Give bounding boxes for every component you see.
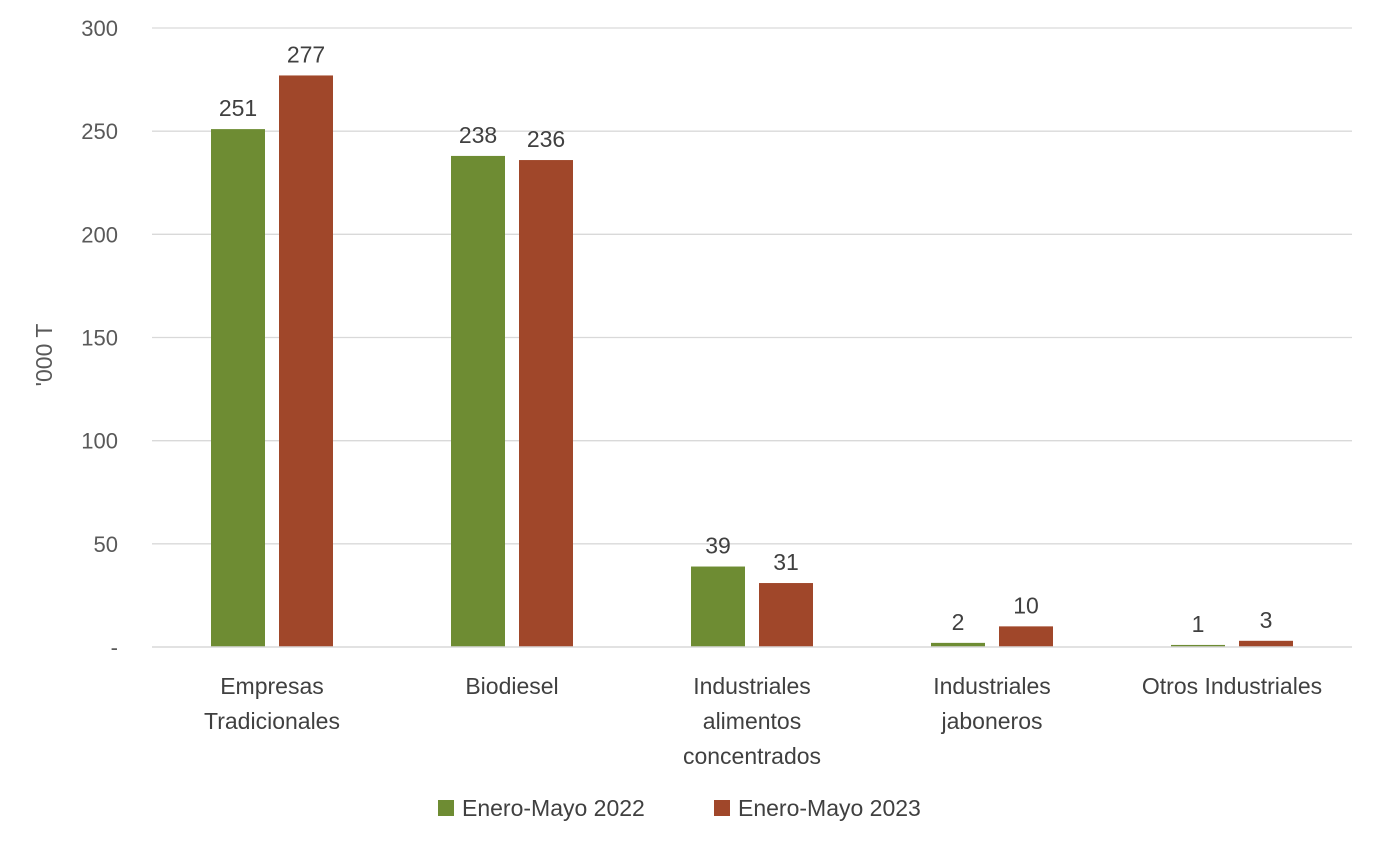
category-label-line: jaboneros — [940, 708, 1042, 734]
bar — [759, 583, 813, 647]
bar — [931, 642, 985, 647]
category-label: Industriales jaboneros — [933, 673, 1051, 734]
bar — [691, 566, 745, 647]
bar — [211, 129, 265, 647]
legend: Enero-Mayo 2022 Enero-Mayo 2023 — [438, 795, 921, 821]
y-tick-label: 200 — [81, 222, 118, 247]
category-label-line: concentrados — [683, 743, 821, 769]
data-label: 2 — [952, 609, 965, 635]
legend-label: Enero-Mayo 2023 — [738, 795, 921, 821]
category-label-line: Tradicionales — [204, 708, 340, 734]
category-label-line: alimentos — [703, 708, 801, 734]
category-label: Empresas Tradicionales — [204, 673, 340, 734]
category-label-line: Empresas — [220, 673, 324, 699]
data-label: 39 — [705, 533, 731, 559]
bar — [519, 160, 573, 647]
y-tick-label: 150 — [81, 326, 118, 351]
data-label: 10 — [1013, 592, 1039, 618]
y-tick-label: 300 — [81, 16, 118, 41]
category-label-line: Biodiesel — [465, 673, 558, 699]
category-label: Industriales alimentos concentrados — [683, 673, 821, 769]
data-label: 277 — [287, 41, 325, 67]
y-tick-label: 50 — [94, 532, 118, 557]
bar — [1239, 640, 1293, 647]
bar — [279, 75, 333, 647]
category-label: Biodiesel — [465, 673, 558, 699]
bars — [211, 75, 1293, 647]
data-label: 251 — [219, 95, 257, 121]
category-label-line: Industriales — [693, 673, 811, 699]
category-label-line: Otros Industriales — [1142, 673, 1322, 699]
data-label: 31 — [773, 549, 799, 575]
y-tick-label: 100 — [81, 429, 118, 454]
bar — [451, 155, 505, 647]
category-label: Otros Industriales — [1142, 673, 1322, 699]
category-labels: Empresas Tradicionales Biodiesel Industrial… — [204, 673, 1322, 769]
gridlines — [152, 27, 1352, 545]
category-label-line: Industriales — [933, 673, 1051, 699]
bar — [1171, 644, 1225, 647]
bar — [999, 626, 1053, 647]
legend-swatch — [714, 800, 730, 816]
legend-swatch — [438, 800, 454, 816]
data-label: 1 — [1192, 611, 1205, 637]
data-label: 3 — [1260, 607, 1273, 633]
data-label: 238 — [459, 122, 497, 148]
y-tick-label: 250 — [81, 119, 118, 144]
y-tick-label: - — [111, 635, 118, 660]
data-label: 236 — [527, 126, 565, 152]
y-axis-label: '000 T — [31, 324, 57, 387]
legend-label: Enero-Mayo 2022 — [462, 795, 645, 821]
y-axis-ticks: - 50 100 150 200 250 300 — [81, 16, 118, 660]
data-labels: 251 238 39 2 1 277 236 31 10 3 — [219, 41, 1273, 636]
